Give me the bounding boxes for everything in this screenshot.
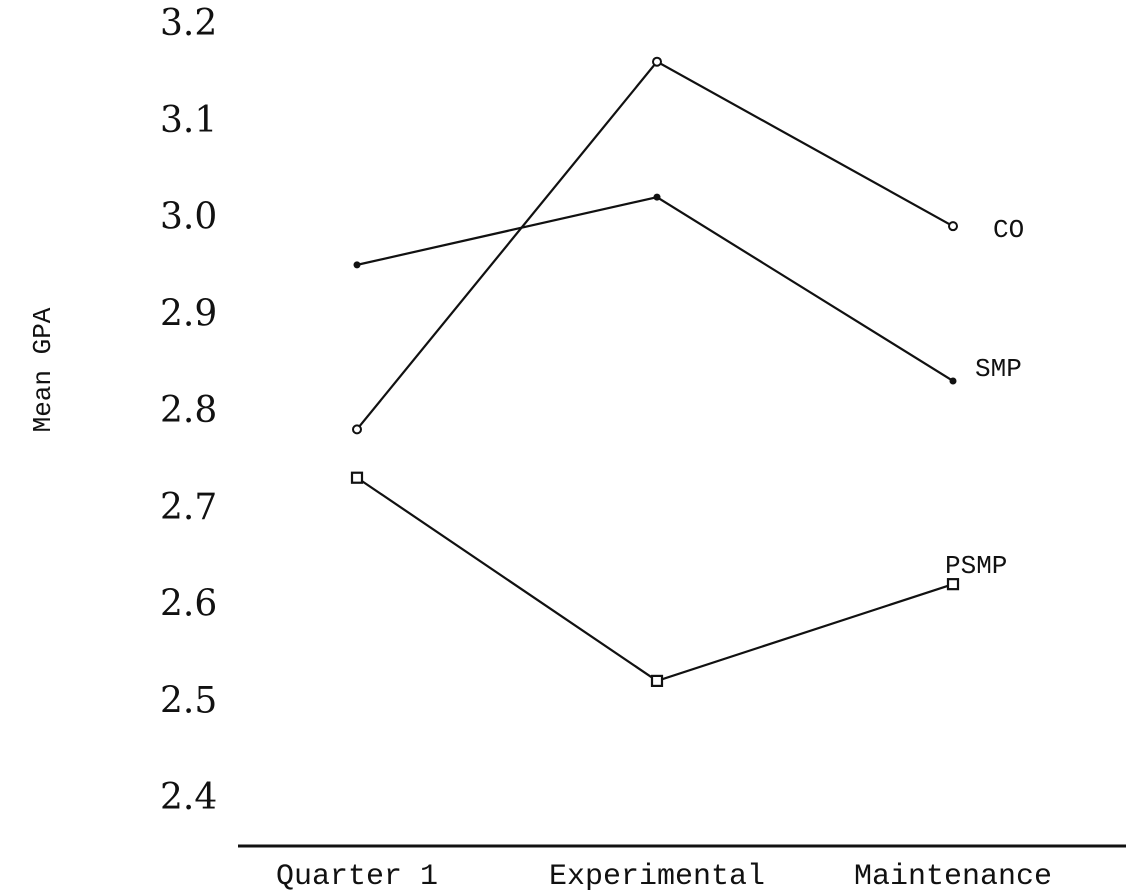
data-point-psmp [650,674,664,688]
y-tick-label: 3.0 [160,197,217,238]
data-point-psmp [946,578,960,591]
y-tick-label: 2.5 [160,680,217,721]
data-point-co [948,221,958,232]
data-point-smp [353,261,361,269]
data-point-smp [653,193,661,201]
series-lines [356,60,954,683]
y-axis-tick-labels: 3.2 3.1 3.0 2.9 2.8 2.7 2.6 2.5 2.4 [160,3,217,818]
series-label-smp: SMP [975,354,1022,384]
series-label-co: CO [993,215,1024,245]
series-line-smp [356,195,954,382]
y-tick-label: 3.1 [160,100,217,141]
y-tick-label: 2.4 [160,777,217,818]
data-point-co [352,424,362,435]
series-markers [350,56,960,688]
series-labels: CO SMP PSMP [945,215,1024,581]
x-tick-label: Maintenance [854,860,1052,894]
x-tick-label: Quarter 1 [276,860,438,894]
y-tick-label: 2.7 [160,487,217,528]
data-point-smp [949,377,957,385]
x-axis-tick-labels: Quarter 1 Experimental Maintenance [276,860,1052,894]
data-point-psmp [350,471,364,484]
y-tick-label: 2.8 [160,390,217,431]
data-point-co [652,56,662,67]
series-line-psmp [356,476,954,683]
y-axis-label: Mean GPA [28,307,58,432]
y-tick-label: 3.2 [160,3,217,44]
y-tick-label: 2.9 [160,293,217,334]
x-tick-label: Experimental [549,860,765,894]
series-label-psmp: PSMP [945,551,1007,581]
y-tick-label: 2.6 [160,584,217,625]
